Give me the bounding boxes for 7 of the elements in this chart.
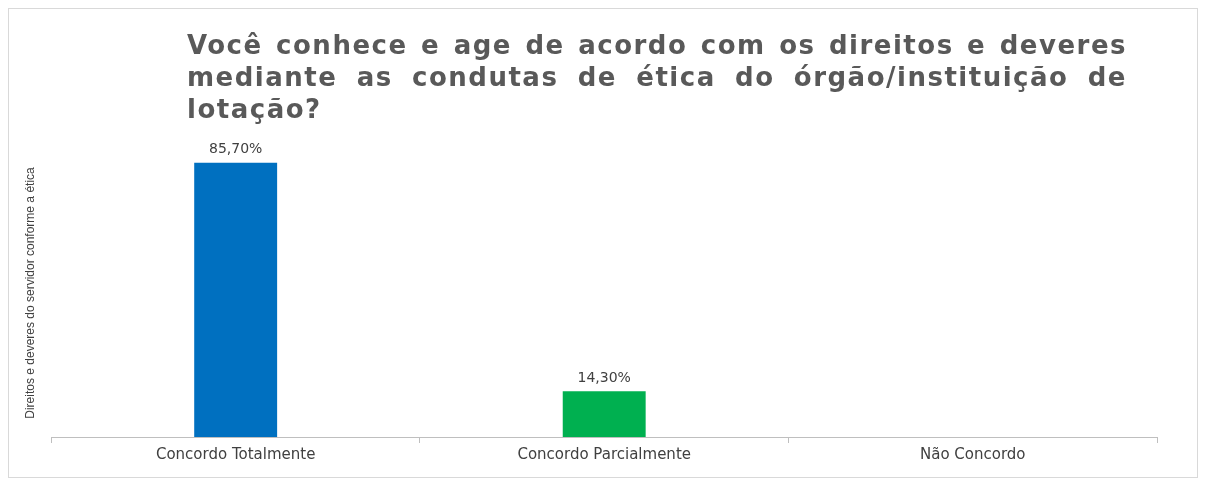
- data-label: 85,70%: [208, 140, 263, 157]
- x-tick-label: Concordo Totalmente: [155, 444, 316, 463]
- data-label: 14,30%: [577, 368, 631, 385]
- x-tick-label: Concordo Parcialmente: [517, 444, 691, 463]
- y-axis-title: Direitos e deveres do servidor conforme a ética: [22, 166, 37, 419]
- x-tick-label: Não Concordo: [919, 444, 1026, 463]
- chart-title: Você conhece e age de acordo com os direitos e deveres mediante as condutas de ética do órgão/instituição de lotação?: [187, 29, 1127, 125]
